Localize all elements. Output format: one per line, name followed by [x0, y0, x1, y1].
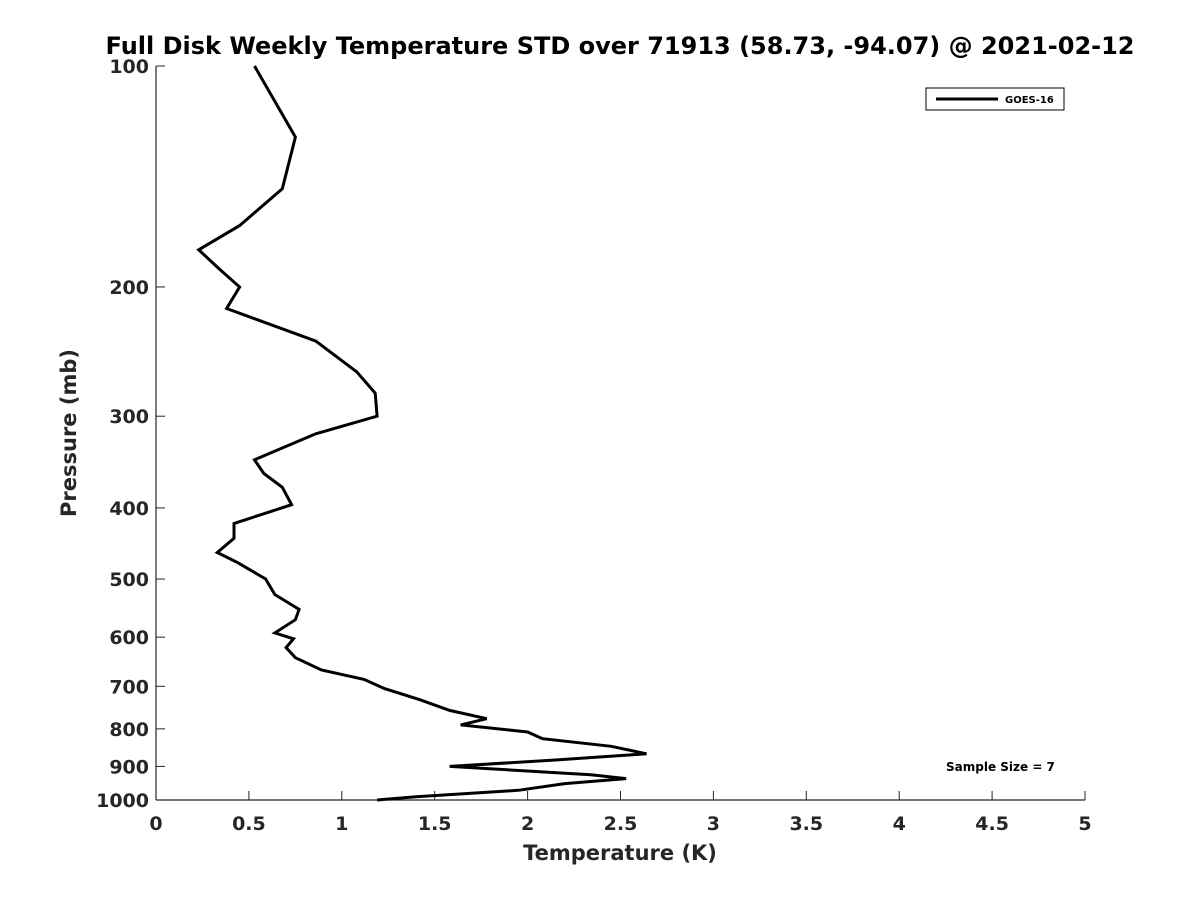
y-tick-label: 400 — [109, 498, 149, 520]
x-axis-label: Temperature (K) — [523, 841, 717, 865]
y-tick-label: 700 — [109, 676, 149, 698]
x-tick-label: 4 — [893, 813, 906, 835]
x-tick-label: 2 — [521, 813, 534, 835]
chart-title: Full Disk Weekly Temperature STD over 71… — [106, 32, 1135, 60]
y-tick-label: 900 — [109, 756, 149, 778]
x-tick-label: 3.5 — [789, 813, 823, 835]
y-tick-label: 600 — [109, 627, 149, 649]
y-tick-label: 300 — [109, 406, 149, 428]
y-tick-label: 200 — [109, 277, 149, 299]
x-tick-label: 0 — [149, 813, 162, 835]
plot-area — [196, 65, 647, 802]
x-tick-label: 1 — [335, 813, 348, 835]
x-tick-label: 2.5 — [604, 813, 638, 835]
series-line-goes-16 — [196, 65, 647, 802]
y-tick-label: 1000 — [96, 790, 149, 812]
y-axis-label: Pressure (mb) — [57, 349, 81, 517]
x-tick-label: 4.5 — [975, 813, 1009, 835]
x-tick-label: 5 — [1078, 813, 1091, 835]
y-tick-label: 100 — [109, 56, 149, 78]
x-tick-label: 3 — [707, 813, 720, 835]
x-tick-label: 1.5 — [418, 813, 452, 835]
y-ticks: 100 200 300 400 500 600 700 800 900 1000 — [96, 56, 165, 812]
x-tick-label: 0.5 — [232, 813, 266, 835]
axes — [155, 66, 1085, 801]
x-ticks: 0 0.5 1 1.5 2 2.5 3 3.5 4 4.5 5 — [149, 791, 1092, 835]
legend-label-goes16: GOES-16 — [1005, 95, 1054, 106]
y-tick-label: 800 — [109, 719, 149, 741]
y-tick-label: 500 — [109, 569, 149, 591]
sample-size-annotation: Sample Size = 7 — [946, 760, 1055, 774]
legend: GOES-16 — [925, 87, 1065, 111]
